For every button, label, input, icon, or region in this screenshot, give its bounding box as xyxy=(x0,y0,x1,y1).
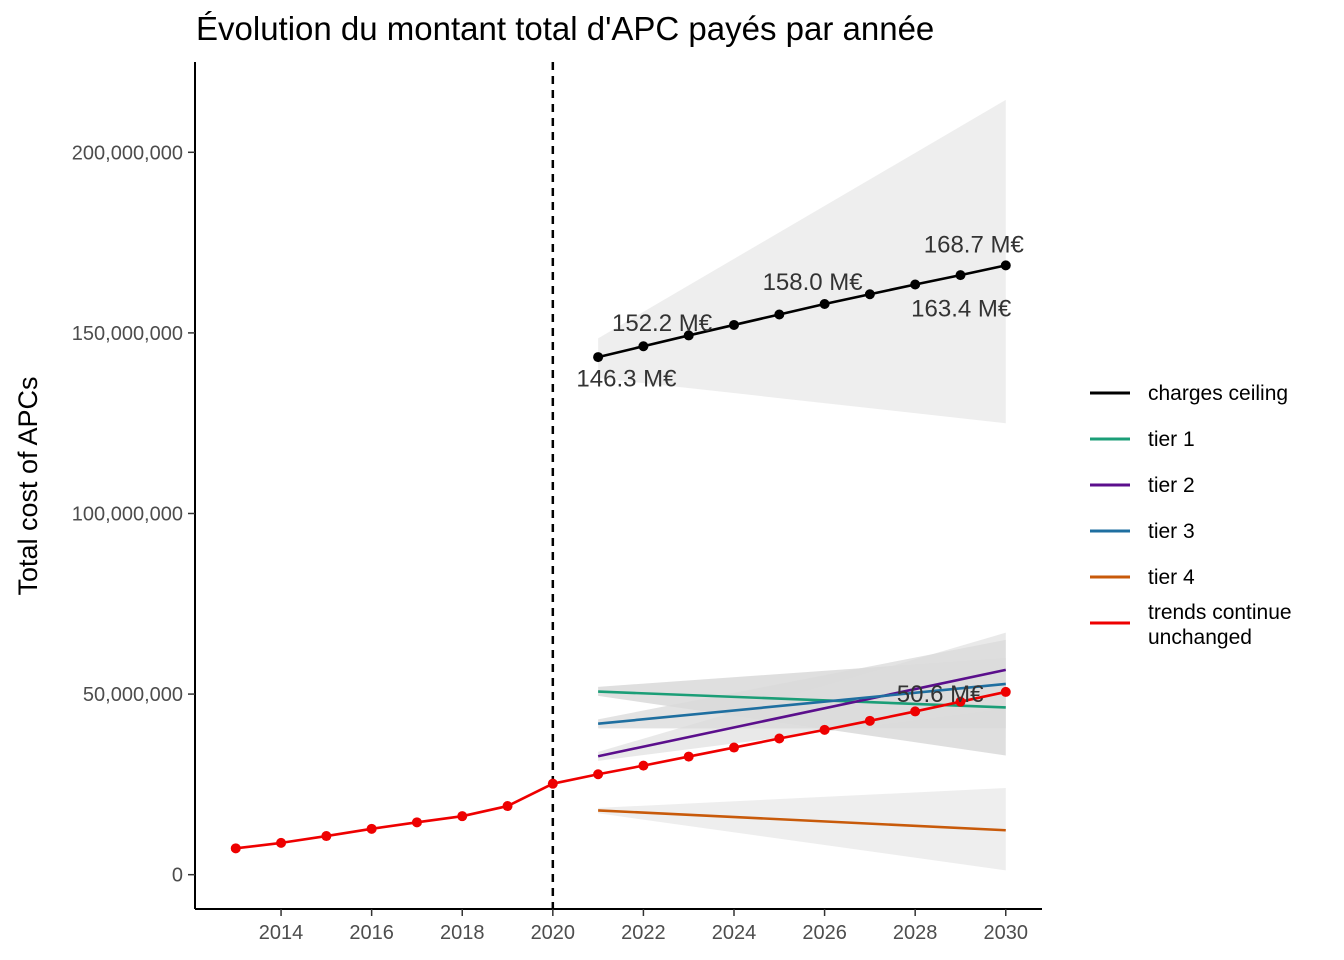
data-point-trends-continue-unchanged-2023 xyxy=(683,751,694,762)
y-tick-label-50000000: 50,000,000 xyxy=(83,684,183,706)
legend-label-tier-4: tier 4 xyxy=(1148,566,1195,589)
x-tick-label-2022: 2022 xyxy=(621,922,666,944)
y-tick-label-200000000: 200,000,000 xyxy=(72,142,183,164)
data-point-trends-continue-unchanged-2025 xyxy=(774,733,785,744)
legend-label-line: trends continue xyxy=(1148,601,1292,624)
data-point-trends-continue-unchanged-2015 xyxy=(321,831,332,842)
data-point-charges-ceiling-2022 xyxy=(638,341,649,352)
x-tick-label-2030: 2030 xyxy=(984,922,1029,944)
data-point-trends-continue-unchanged-2028 xyxy=(910,706,921,717)
axes: 2014 2016 2018 2020 2022 2024 2026 2028 2030 0 50,… xyxy=(72,62,1042,944)
data-point-trends-continue-unchanged-2014 xyxy=(276,837,287,848)
x-tick-label-2016: 2016 xyxy=(349,922,394,944)
legend-label-trends-continue-unchanged: trends continue unchanged xyxy=(1148,601,1292,649)
ribbon-tier-3 xyxy=(598,639,1006,729)
series-line-tier-1 xyxy=(598,690,1006,709)
legend-label-tier-3: tier 3 xyxy=(1148,520,1195,543)
data-point-charges-ceiling-2024 xyxy=(729,319,739,330)
data-point-charges-ceiling-2030 xyxy=(1000,260,1011,271)
y-tick-label-0: 0 xyxy=(172,865,183,887)
x-tick-label-2020: 2020 xyxy=(531,922,576,944)
series-lines xyxy=(235,264,1007,850)
ribbon-tier-4 xyxy=(598,788,1006,871)
legend-label-line: unchanged xyxy=(1148,626,1252,649)
data-point-charges-ceiling-2023 xyxy=(683,330,694,341)
legend: charges ceiling tier 1 tier 2 tier 3 tier 4 t… xyxy=(1090,382,1292,649)
value-label-163-4-m: 163.4 M€ xyxy=(911,295,1012,322)
data-point-trends-continue-unchanged-2029 xyxy=(955,696,966,707)
data-point-trends-continue-unchanged-2021 xyxy=(593,769,604,780)
y-tick-label-150000000: 150,000,000 xyxy=(72,323,183,345)
value-annotations: 146.3 M€ 152.2 M€ 158.0 M€ 163.4 M€ 168.7 M€… xyxy=(576,231,1024,708)
x-tick-label-2018: 2018 xyxy=(440,922,485,944)
data-point-trends-continue-unchanged-2016 xyxy=(366,823,377,834)
series-line-trends-continue-unchanged xyxy=(235,690,1007,850)
data-point-trends-continue-unchanged-2030 xyxy=(1000,686,1011,697)
data-point-trends-continue-unchanged-2013 xyxy=(230,843,241,854)
x-tick-label-2024: 2024 xyxy=(712,922,757,944)
data-point-trends-continue-unchanged-2018 xyxy=(457,811,468,822)
value-label-152-2-m: 152.2 M€ xyxy=(612,310,713,337)
data-point-charges-ceiling-2029 xyxy=(955,270,966,281)
data-point-trends-continue-unchanged-2022 xyxy=(638,760,649,771)
value-label-50-6-m: 50.6 M€ xyxy=(897,681,984,708)
series-line-charges-ceiling xyxy=(597,264,1007,359)
data-point-trends-continue-unchanged-2020 xyxy=(547,778,558,789)
data-point-charges-ceiling-2027 xyxy=(864,289,875,300)
data-point-trends-continue-unchanged-2026 xyxy=(819,724,830,735)
data-point-trends-continue-unchanged-2027 xyxy=(864,715,875,726)
data-point-trends-continue-unchanged-2019 xyxy=(502,801,513,812)
data-point-trends-continue-unchanged-2024 xyxy=(729,742,739,753)
x-tick-label-2014: 2014 xyxy=(259,922,304,944)
legend-label-charges-ceiling: charges ceiling xyxy=(1148,382,1288,405)
data-point-trends-continue-unchanged-2017 xyxy=(411,817,422,828)
value-label-146-3-m: 146.3 M€ xyxy=(576,365,677,392)
data-point-charges-ceiling-2025 xyxy=(774,309,785,320)
x-tick-label-2028: 2028 xyxy=(893,922,938,944)
x-tick-label-2026: 2026 xyxy=(802,922,847,944)
chart-title: Évolution du montant total d'APC payés p… xyxy=(196,10,934,47)
data-point-charges-ceiling-2028 xyxy=(910,279,921,290)
legend-label-tier-1: tier 1 xyxy=(1148,428,1195,451)
y-tick-label-100000000: 100,000,000 xyxy=(72,503,183,525)
series-points xyxy=(230,260,1011,854)
series-line-tier-3 xyxy=(597,682,1006,726)
legend-label-tier-2: tier 2 xyxy=(1148,474,1195,497)
value-label-158-0-m: 158.0 M€ xyxy=(763,269,864,296)
y-axis-label: Total cost of APCs xyxy=(13,376,43,595)
series-line-tier-2 xyxy=(597,668,1007,758)
confidence-ribbons xyxy=(598,99,1006,871)
series-line-tier-4 xyxy=(598,809,1006,832)
ribbon-charges-ceiling xyxy=(598,99,1006,424)
data-point-charges-ceiling-2021 xyxy=(593,352,604,363)
value-label-168-7-m: 168.7 M€ xyxy=(924,231,1025,258)
data-point-charges-ceiling-2026 xyxy=(819,299,830,309)
